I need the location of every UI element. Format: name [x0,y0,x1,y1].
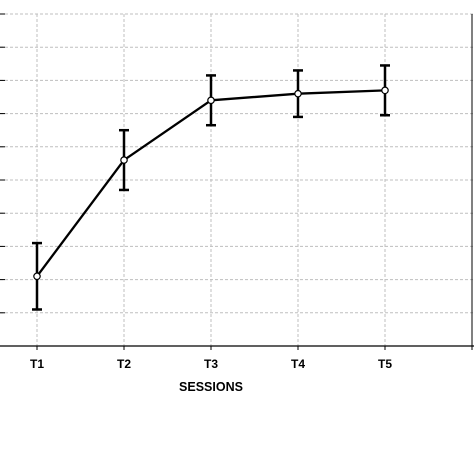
x-axis-title: SESSIONS [179,380,243,394]
tick-labels: T1 T2 T3 T4 T5 [30,357,392,371]
axes [0,13,474,350]
data-point-T5 [381,86,389,95]
data-point-T1 [33,272,41,281]
x-tick-label-T5: T5 [378,357,392,371]
x-tick-label-T1: T1 [30,357,44,371]
x-tick-label-T2: T2 [117,357,131,371]
grid-lines [0,13,474,346]
x-tick-label-T3: T3 [204,357,218,371]
data-point-T2 [120,156,128,164]
data-point-T4 [294,89,302,98]
data-points [33,86,389,281]
data-point-T3 [207,96,215,105]
x-tick-label-T4: T4 [291,357,305,371]
